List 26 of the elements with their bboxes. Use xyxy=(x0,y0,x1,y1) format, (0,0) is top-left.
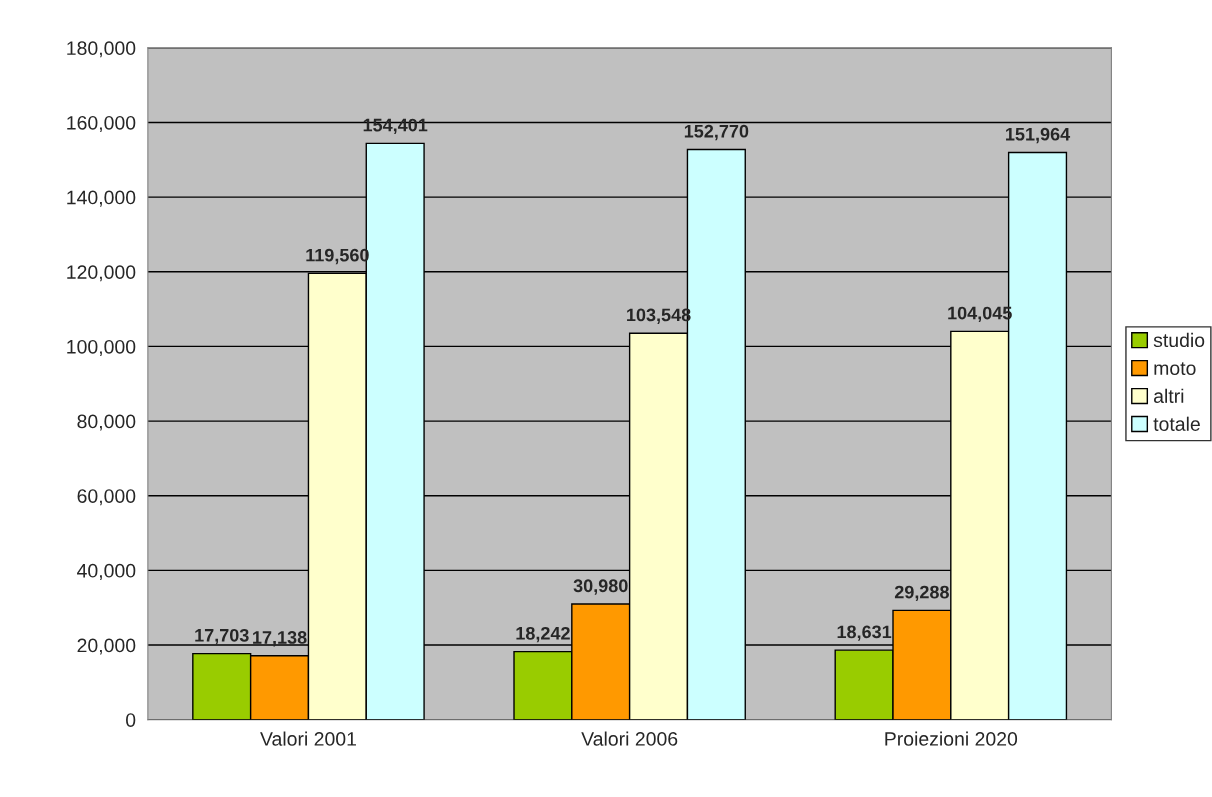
data-label: 152,770 xyxy=(684,124,749,141)
data-label: 18,242 xyxy=(516,626,570,643)
data-label: 154,401 xyxy=(363,118,428,135)
y-tick-label: 20,000 xyxy=(77,638,136,655)
data-label: 17,703 xyxy=(195,628,249,645)
y-tick-label: 180,000 xyxy=(67,41,136,58)
data-label: 29,288 xyxy=(894,585,949,602)
legend-label: moto xyxy=(1154,362,1196,376)
y-tick-label: 160,000 xyxy=(67,115,136,133)
legend-label: totale xyxy=(1153,416,1200,431)
y-tick-label: 80,000 xyxy=(77,414,136,431)
y-tick-label: 60,000 xyxy=(77,489,136,506)
y-tick-label: 100,000 xyxy=(67,339,136,356)
x-tick-label: Proiezioni 2020 xyxy=(885,731,1018,746)
y-tick-label: 40,000 xyxy=(77,563,136,580)
y-tick-label: 0 xyxy=(126,713,136,727)
legend-label: studio xyxy=(1153,332,1205,348)
data-label: 17,138 xyxy=(253,631,307,647)
data-label: 151,964 xyxy=(1006,127,1071,144)
data-label: 18,631 xyxy=(837,625,892,641)
y-tick-label: 140,000 xyxy=(67,190,136,207)
data-label: 30,980 xyxy=(573,579,628,595)
x-tick-label: Valori 2001 xyxy=(260,731,356,746)
y-tick-label: 120,000 xyxy=(67,265,136,282)
x-tick-label: Valori 2006 xyxy=(581,731,678,746)
legend-label: altri xyxy=(1153,388,1184,403)
